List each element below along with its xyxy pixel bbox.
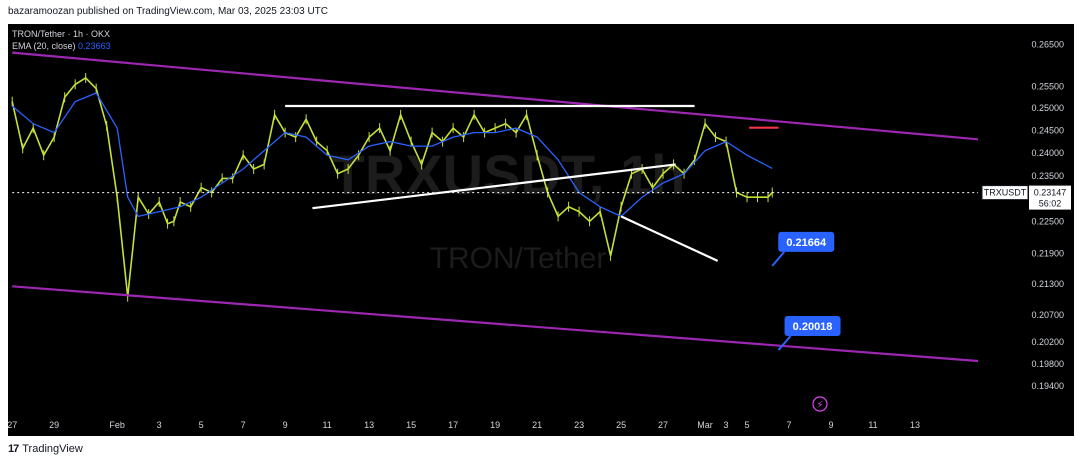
- x-tick-label: Mar: [697, 420, 713, 430]
- footer: 17 TradingView: [8, 443, 83, 455]
- x-tick-label: 9: [283, 420, 288, 430]
- x-tick-label: 7: [787, 420, 792, 430]
- x-tick-label: 25: [616, 420, 626, 430]
- price-tag-symbol-box: [981, 185, 1029, 201]
- x-tick-label: 29: [49, 420, 59, 430]
- tradingview-logo-icon: 17: [8, 443, 19, 455]
- y-tick-label: 0.23500: [1031, 171, 1064, 181]
- ema-value: 0.23663: [78, 41, 111, 51]
- lightning-icon-glyph: ⚡: [816, 400, 823, 411]
- x-tick-label: Feb: [109, 420, 125, 430]
- falling-trendline: [620, 215, 719, 262]
- price-tag-countdown: 56:02: [1039, 199, 1062, 209]
- ema-legend: EMA (20, close) 0.23663: [12, 40, 111, 52]
- x-tick-label: 27: [8, 420, 17, 430]
- price-tag-value: 0.23147: [1034, 188, 1067, 198]
- x-tick-label: 23: [574, 420, 584, 430]
- x-tick-label: 11: [322, 420, 331, 430]
- target-1-label: 0.21664: [786, 237, 827, 249]
- price-tag-value-box: [1029, 185, 1071, 210]
- y-tick-label: 0.25500: [1031, 81, 1064, 91]
- y-tick-label: 0.24000: [1031, 148, 1064, 158]
- y-tick-label: 0.20700: [1031, 310, 1064, 320]
- x-tick-label: 7: [241, 420, 246, 430]
- x-tick-label: 13: [910, 420, 920, 430]
- y-tick-label: 0.21900: [1031, 248, 1064, 258]
- chart-area[interactable]: TRXUSDT, 1h TRON/Tether 0.21664 0.20018 ⚡ 0.2…: [8, 24, 1074, 436]
- target-2-pointer: [777, 335, 792, 351]
- y-tick-label: 0.26500: [1031, 39, 1064, 49]
- price-tag-symbol: TRXUSDT: [984, 188, 1027, 198]
- target-1-box: [778, 231, 835, 252]
- x-tick-label: 3: [724, 420, 729, 430]
- y-tick-label: 0.20200: [1031, 337, 1064, 347]
- ema-series-line: [11, 92, 773, 218]
- y-tick-label: 0.22500: [1031, 216, 1064, 226]
- upper-channel-line: [12, 51, 979, 141]
- ema-label: EMA (20, close): [12, 41, 76, 51]
- publisher-header: bazaramoozan published on TradingView.co…: [8, 6, 329, 17]
- x-tick-label: 19: [490, 420, 500, 430]
- x-tick-label: 5: [745, 420, 750, 430]
- y-tick-label: 0.25000: [1031, 103, 1064, 113]
- rising-trendline: [312, 163, 676, 210]
- y-tick-label: 0.19800: [1031, 359, 1064, 369]
- symbol-legend: TRON/Tether · 1h · OKX: [12, 29, 111, 39]
- x-tick-label: 27: [658, 420, 668, 430]
- watermark-name: TRON/Tether: [430, 242, 607, 275]
- footer-brand: TradingView: [22, 443, 83, 455]
- x-tick-label: 17: [448, 420, 458, 430]
- target-2-box: [784, 316, 841, 337]
- lower-channel-line: [12, 285, 979, 363]
- y-tick-label: 0.21300: [1031, 279, 1064, 289]
- lightning-icon: [812, 396, 828, 412]
- target-1-pointer: [771, 251, 786, 267]
- x-tick-label: 3: [157, 420, 162, 430]
- y-tick-label: 0.19400: [1031, 381, 1064, 391]
- x-tick-label: 21: [532, 420, 542, 430]
- y-tick-label: 0.24500: [1031, 125, 1064, 135]
- x-tick-label: 15: [406, 420, 416, 430]
- x-tick-label: 13: [364, 420, 374, 430]
- x-tick-label: 9: [829, 420, 834, 430]
- x-tick-label: 11: [868, 420, 877, 430]
- chart-legend: TRON/Tether · 1h · OKX EMA (20, close) 0…: [12, 28, 111, 52]
- x-tick-label: 5: [199, 420, 204, 430]
- target-2-label: 0.20018: [793, 321, 833, 333]
